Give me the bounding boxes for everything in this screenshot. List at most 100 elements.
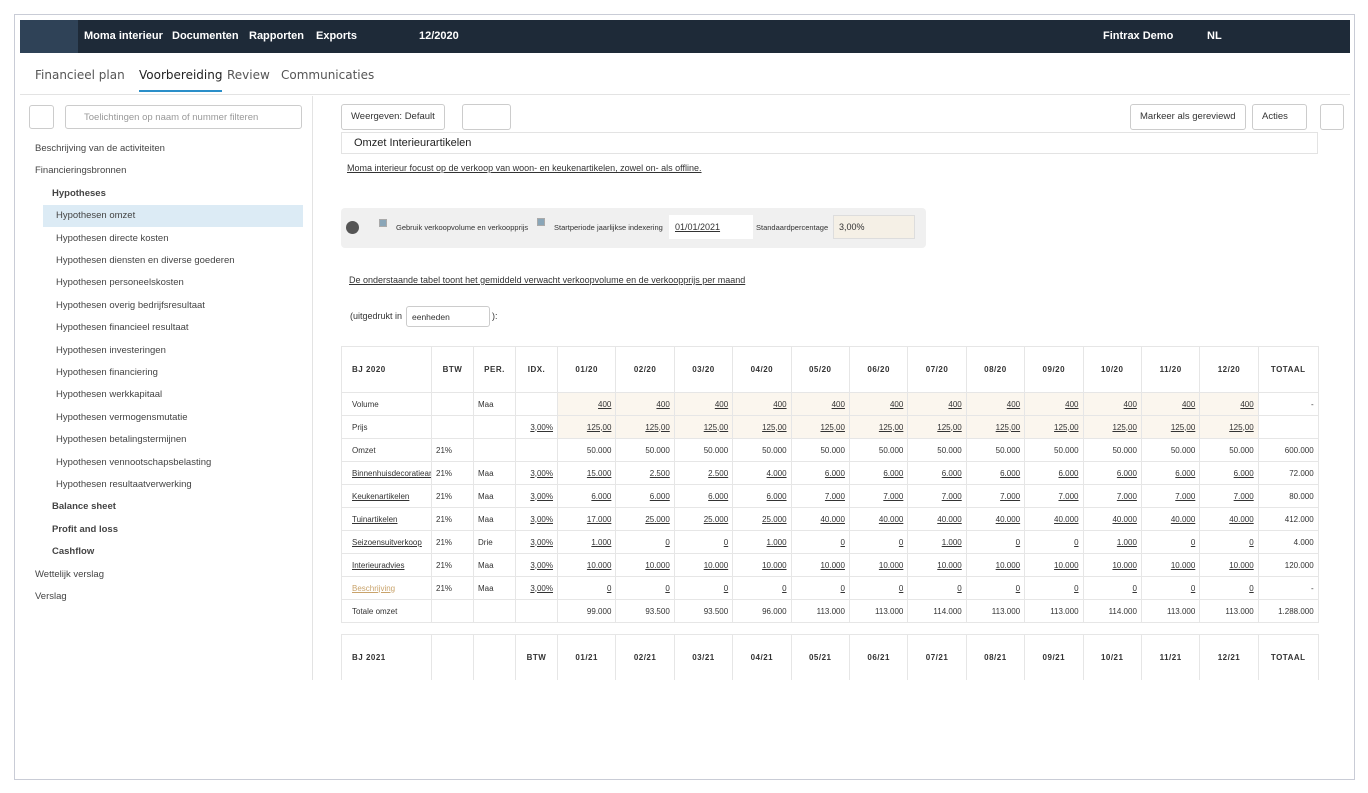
table-cell[interactable]: 3,00%: [515, 507, 558, 531]
table-cell[interactable]: 40.000: [1024, 507, 1084, 531]
sidebar-subitem[interactable]: Hypothesen vermogensmutatie: [56, 411, 188, 423]
table-cell[interactable]: [431, 392, 474, 416]
table-cell[interactable]: 10.000: [1024, 553, 1084, 577]
table-cell[interactable]: 400: [1024, 392, 1084, 416]
table-cell[interactable]: 6.000: [1140, 461, 1201, 485]
table-cell[interactable]: 10.000: [1199, 553, 1259, 577]
table-cell[interactable]: Drie: [473, 530, 516, 554]
table-cell[interactable]: 21%: [431, 461, 474, 485]
table-cell[interactable]: 6.000: [673, 484, 734, 508]
table-cell[interactable]: 7.000: [1199, 484, 1259, 508]
sidebar-item[interactable]: Wettelijk verslag: [35, 568, 104, 580]
table-cell[interactable]: 6.000: [848, 461, 909, 485]
table-cell[interactable]: 125,00: [556, 415, 617, 439]
table-cell[interactable]: 6.000: [556, 484, 617, 508]
table-cell[interactable]: 50.000: [965, 438, 1026, 462]
table-cell[interactable]: 3,00%: [515, 530, 558, 554]
table-cell[interactable]: 6.000: [1199, 461, 1259, 485]
table-cell[interactable]: 10.000: [556, 553, 617, 577]
table-cell[interactable]: 0: [732, 576, 792, 600]
sidebar-group[interactable]: Cashflow: [52, 546, 95, 558]
table-cell[interactable]: 10.000: [673, 553, 734, 577]
table-cell[interactable]: 125,00: [907, 415, 967, 439]
actions-button[interactable]: Acties: [1252, 104, 1307, 130]
table-cell[interactable]: 50.000: [790, 438, 850, 462]
table-cell[interactable]: 10.000: [907, 553, 967, 577]
table-cell[interactable]: 0: [1024, 530, 1084, 554]
tab[interactable]: Voorbereiding: [139, 68, 223, 92]
brand[interactable]: Moma interieur: [84, 30, 163, 42]
table-cell[interactable]: 0: [848, 576, 909, 600]
table-cell[interactable]: 50.000: [907, 438, 967, 462]
table-cell[interactable]: 50.000: [848, 438, 909, 462]
table-cell[interactable]: 25.000: [673, 507, 734, 531]
table-cell[interactable]: 125,00: [1199, 415, 1259, 439]
table-cell[interactable]: 21%: [431, 530, 474, 554]
table-cell[interactable]: 3,00%: [515, 484, 558, 508]
table-cell[interactable]: 7.000: [1024, 484, 1084, 508]
table-cell[interactable]: 125,00: [673, 415, 734, 439]
table-cell[interactable]: 0: [907, 576, 967, 600]
table-cell[interactable]: [515, 438, 558, 462]
table-cell[interactable]: 0: [965, 576, 1026, 600]
table-cell[interactable]: 400: [907, 392, 967, 416]
review-button[interactable]: Markeer als gereviewd: [1130, 104, 1246, 130]
table-cell[interactable]: 21%: [431, 438, 474, 462]
table-cell[interactable]: [473, 438, 516, 462]
table-cell[interactable]: 0: [1140, 530, 1201, 554]
table-cell[interactable]: 50.000: [615, 438, 675, 462]
nav-link[interactable]: Exports: [316, 30, 357, 42]
table-cell[interactable]: Maa: [473, 576, 516, 600]
unit-select[interactable]: eenheden: [406, 306, 490, 327]
table-cell[interactable]: 6.000: [1082, 461, 1142, 485]
table-cell[interactable]: 0: [556, 576, 617, 600]
sidebar-group[interactable]: Profit and loss: [52, 523, 118, 535]
table-cell[interactable]: 125,00: [615, 415, 675, 439]
table-cell[interactable]: 7.000: [848, 484, 909, 508]
table-cell[interactable]: 10.000: [732, 553, 792, 577]
table-cell[interactable]: 10.000: [848, 553, 909, 577]
table-cell[interactable]: 7.000: [965, 484, 1026, 508]
nav-link[interactable]: Rapporten: [249, 30, 304, 42]
sidebar-subitem[interactable]: Hypothesen financieel resultaat: [56, 322, 189, 334]
table-cell[interactable]: 400: [1140, 392, 1201, 416]
table-cell[interactable]: 50.000: [1199, 438, 1259, 462]
back-button[interactable]: [29, 105, 54, 129]
table-cell[interactable]: 0: [790, 530, 850, 554]
checkbox[interactable]: [379, 219, 387, 227]
table-cell[interactable]: 21%: [431, 507, 474, 531]
sidebar-group[interactable]: Hypotheses: [52, 187, 106, 199]
table-cell[interactable]: 50.000: [1140, 438, 1201, 462]
info-icon[interactable]: [346, 221, 359, 234]
table-cell[interactable]: 0: [1024, 576, 1084, 600]
sidebar-subitem[interactable]: Hypothesen overig bedrijfsresultaat: [56, 299, 205, 311]
table-cell[interactable]: 125,00: [790, 415, 850, 439]
search-input[interactable]: Toelichtingen op naam of nummer filteren: [65, 105, 302, 129]
sidebar-subitem[interactable]: Hypothesen directe kosten: [56, 232, 169, 244]
table-cell[interactable]: 7.000: [1082, 484, 1142, 508]
table-cell[interactable]: Maa: [473, 553, 516, 577]
comment-button[interactable]: [1320, 104, 1344, 130]
table-cell[interactable]: [515, 392, 558, 416]
table-cell[interactable]: 125,00: [1024, 415, 1084, 439]
table-cell[interactable]: 50.000: [1024, 438, 1084, 462]
table-cell[interactable]: 40.000: [1199, 507, 1259, 531]
table-cell[interactable]: 0: [1199, 576, 1259, 600]
sidebar-item[interactable]: Verslag: [35, 591, 67, 602]
table-cell[interactable]: 6.000: [965, 461, 1026, 485]
tab[interactable]: Communicaties: [281, 68, 375, 82]
table-cell[interactable]: 10.000: [615, 553, 675, 577]
table-cell[interactable]: [431, 415, 474, 439]
table-cell[interactable]: 10.000: [1082, 553, 1142, 577]
table-cell[interactable]: 50.000: [673, 438, 734, 462]
table-cell[interactable]: 0: [615, 576, 675, 600]
table-cell[interactable]: Maa: [473, 392, 516, 416]
table-cell[interactable]: 1.000: [907, 530, 967, 554]
sidebar-subitem[interactable]: Hypothesen werkkapitaal: [56, 389, 163, 401]
table-cell[interactable]: 6.000: [1024, 461, 1084, 485]
table-cell[interactable]: 1.000: [1082, 530, 1142, 554]
table-cell[interactable]: 21%: [431, 576, 474, 600]
table-cell[interactable]: 2.500: [615, 461, 675, 485]
table-cell[interactable]: 0: [1140, 576, 1201, 600]
table-cell[interactable]: 50.000: [1082, 438, 1142, 462]
